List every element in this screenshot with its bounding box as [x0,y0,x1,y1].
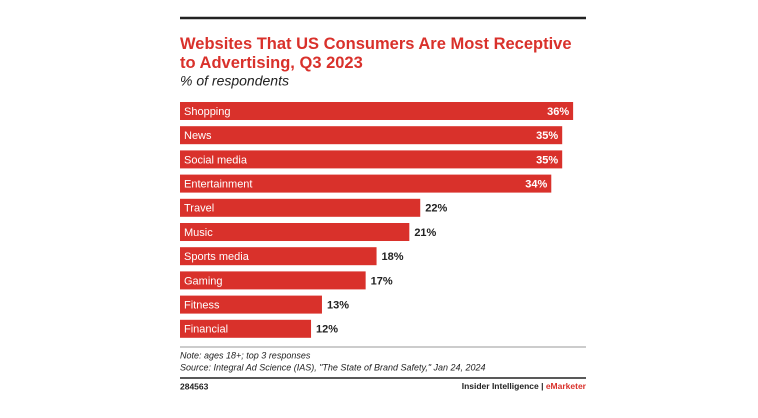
bar [180,271,366,290]
source: Source: Integral Ad Science (IAS), "The … [180,362,486,372]
bar [180,295,322,314]
value-label: 36% [547,106,569,118]
value-label: 34% [525,179,547,191]
value-label: 13% [327,300,349,312]
value-label: 35% [536,154,558,166]
bar-label: Travel [184,203,214,215]
bar [180,247,377,266]
bar [180,319,312,338]
publisher: Insider Intelligence [462,381,539,391]
value-label: 12% [316,324,338,336]
bar-label: Social media [184,154,248,166]
bar-label: News [184,130,212,142]
bar-label: Financial [184,324,228,336]
bar-label: Sports media [184,251,250,263]
chart-id: 284563 [180,381,209,391]
value-label: 35% [536,130,558,142]
value-label: 22% [425,203,447,215]
bar [180,174,552,193]
bar-label: Fitness [184,300,220,312]
bar [180,102,574,120]
bar-label: Gaming [184,275,223,287]
bar-label: Shopping [184,106,231,118]
chart-title-line: to Advertising, Q3 2023 [180,54,363,72]
bar-label: Music [184,227,213,239]
bar [180,223,410,241]
note: Note: ages 18+; top 3 responses [180,350,311,360]
separator: | [539,381,546,391]
bar [180,126,563,145]
bar [180,198,421,217]
brand: eMarketer [546,381,587,391]
bar-label: Entertainment [184,179,252,191]
value-label: 21% [414,227,436,239]
bar [180,150,563,169]
value-label: 17% [371,275,393,287]
footer-brand: Insider Intelligence | eMarketer [462,381,587,391]
value-label: 18% [382,251,404,263]
chart-subtitle: % of respondents [180,73,289,89]
chart-title: Websites That US Consumers Are Most Rece… [180,35,572,72]
chart-title-line: Websites That US Consumers Are Most Rece… [180,35,572,53]
